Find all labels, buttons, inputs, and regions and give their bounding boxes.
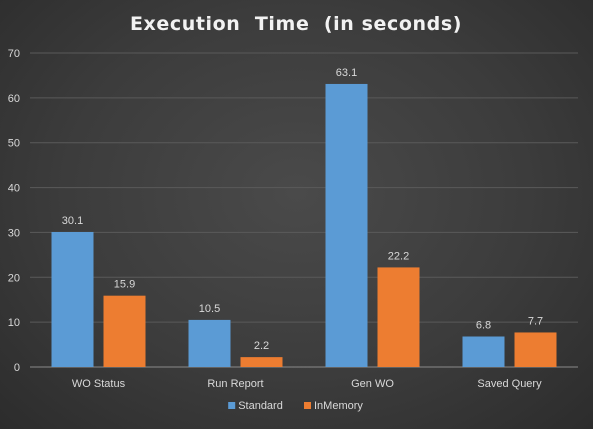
chart-title: Execution Time (in seconds) xyxy=(130,13,462,35)
x-axis-categories: WO Status Run Report Gen WO Saved Query xyxy=(72,378,542,390)
y-tick-label: 30 xyxy=(8,227,20,239)
bar-standard xyxy=(325,83,368,368)
bar-inmemory xyxy=(240,357,283,367)
legend-label: Standard xyxy=(238,400,283,412)
data-label: 30.1 xyxy=(62,215,83,227)
x-category-label: Saved Query xyxy=(477,378,542,390)
x-category-label: Run Report xyxy=(207,378,263,390)
data-label: 2.2 xyxy=(254,340,269,352)
x-category-label: Gen WO xyxy=(351,378,394,390)
legend-swatch xyxy=(228,402,236,409)
bar-inmemory xyxy=(514,332,557,367)
bar-inmemory xyxy=(377,267,420,367)
data-label: 10.5 xyxy=(199,303,220,315)
data-labels: 30.1 15.9 10.5 2.2 63.1 22.2 6.8 7.7 xyxy=(62,67,543,352)
data-label: 7.7 xyxy=(528,315,543,327)
y-tick-label: 50 xyxy=(8,138,20,150)
data-label: 22.2 xyxy=(388,250,409,262)
bar-standard xyxy=(51,231,94,367)
y-tick-label: 0 xyxy=(14,362,20,374)
bar-standard xyxy=(462,336,505,367)
y-axis-ticks: 0 10 20 30 40 50 60 70 xyxy=(8,48,20,374)
data-label: 6.8 xyxy=(476,319,491,331)
gridlines xyxy=(30,52,578,368)
y-tick-label: 60 xyxy=(8,93,20,105)
legend-label: InMemory xyxy=(314,400,363,412)
y-tick-label: 10 xyxy=(8,317,20,329)
y-tick-label: 70 xyxy=(8,48,20,60)
y-tick-label: 20 xyxy=(8,272,20,284)
legend-swatch xyxy=(304,402,311,409)
data-label: 63.1 xyxy=(336,67,357,79)
y-tick-label: 40 xyxy=(8,183,20,195)
bar-inmemory xyxy=(103,295,146,367)
x-category-label: WO Status xyxy=(72,378,126,390)
legend: Standard InMemory xyxy=(228,400,363,412)
bar-standard xyxy=(188,319,231,367)
bars xyxy=(51,83,557,368)
data-label: 15.9 xyxy=(114,279,135,291)
